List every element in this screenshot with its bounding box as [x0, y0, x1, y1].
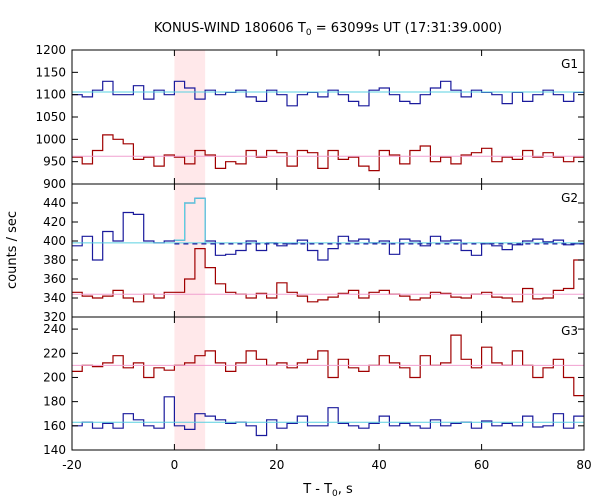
x-tick-label: 40	[372, 458, 387, 472]
y-tick-label: 180	[43, 395, 66, 409]
y-tick-label: 240	[43, 322, 66, 336]
y-tick-label: 1100	[35, 88, 66, 102]
x-axis-label: T - T0, s	[302, 482, 353, 499]
y-tick-label: 320	[43, 310, 66, 324]
y-tick-label: 440	[43, 196, 66, 210]
x-tick-label: -20	[62, 458, 82, 472]
g2-burst-interval	[174, 197, 206, 243]
y-tick-label: 950	[43, 155, 66, 169]
trigger-highlight-band	[174, 50, 206, 184]
y-tick-label: 1200	[35, 43, 66, 57]
series-step-g1-blue	[72, 80, 584, 107]
y-tick-label: 400	[43, 234, 66, 248]
y-tick-label: 340	[43, 291, 66, 305]
axes-layer: 900 950 1000 1050 1100 1150 1200 G1 320 340 360 380…	[35, 43, 591, 472]
y-axis-label: counts / sec	[5, 211, 20, 289]
chart-title: KONUS-WIND 180606 T0 = 63099s UT (17:31:…	[154, 21, 502, 38]
trigger-highlight-layer	[174, 50, 206, 450]
series-step-g1-red	[72, 134, 584, 172]
series-step-g2-blue	[72, 197, 584, 261]
panel-label-g3: G3	[561, 324, 578, 338]
y-tick-label: 1050	[35, 110, 66, 124]
panel-label-g1: G1	[561, 57, 578, 71]
panel-frame-g3	[71, 316, 585, 451]
trigger-highlight-band	[174, 317, 206, 450]
y-tick-label: 140	[43, 443, 66, 457]
y-tick-label: 1000	[35, 132, 66, 146]
y-tick-label: 220	[43, 346, 66, 360]
series-step-g3-red	[72, 334, 584, 397]
y-tick-label: 200	[43, 370, 66, 384]
y-tick-label: 900	[43, 177, 66, 191]
x-tick-label: 0	[171, 458, 179, 472]
x-tick-label: 80	[576, 458, 591, 472]
y-tick-label: 1150	[35, 65, 66, 79]
y-tick-label: 160	[43, 419, 66, 433]
y-tick-label: 420	[43, 215, 66, 229]
y-tick-label: 360	[43, 272, 66, 286]
x-tick-label: 60	[474, 458, 489, 472]
series-step-g3-blue	[72, 396, 584, 437]
trigger-highlight-band	[174, 184, 206, 317]
series-layer	[72, 80, 584, 437]
y-tick-label: 380	[43, 253, 66, 267]
series-step-g2-red	[72, 248, 584, 303]
x-tick-label: 20	[269, 458, 284, 472]
panel-label-g2: G2	[561, 191, 578, 205]
